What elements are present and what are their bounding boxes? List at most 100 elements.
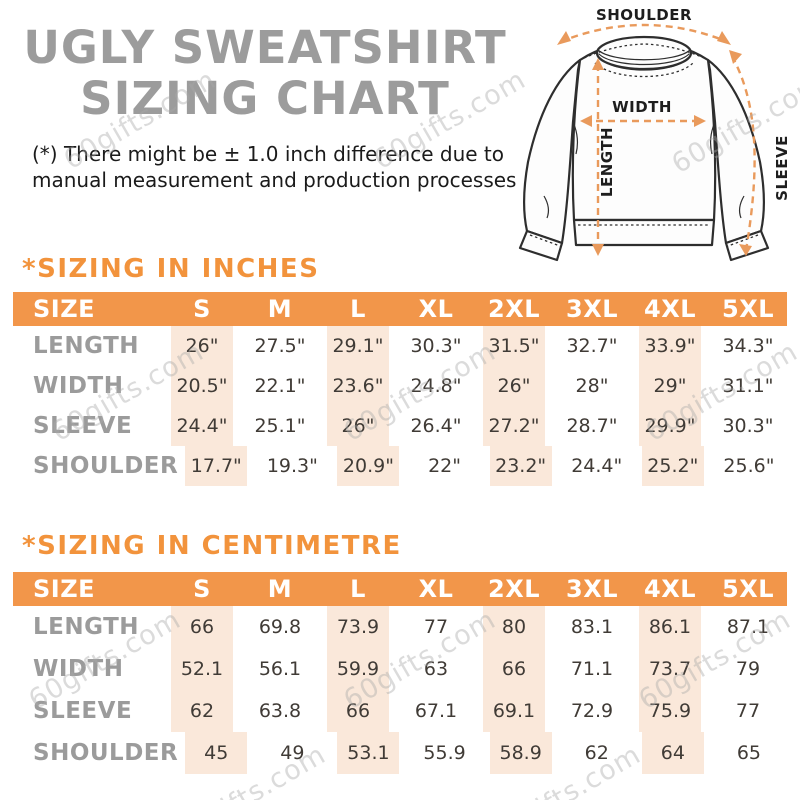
centimetre-section-heading: *SIZING IN CENTIMETRE xyxy=(22,531,402,561)
hem-band xyxy=(572,218,716,247)
row-label: WIDTH xyxy=(33,373,124,399)
value-cell: 67.1 xyxy=(414,700,458,722)
header-cell-m: M xyxy=(267,575,293,603)
value-cell: 20.9" xyxy=(330,446,407,486)
row-label: SLEEVE xyxy=(33,698,133,724)
value-cell: 26" xyxy=(163,326,241,366)
value-cell: 87.1 xyxy=(726,616,770,638)
disclaimer-line1: (*) There might be ± 1.0 inch difference… xyxy=(32,141,504,166)
disclaimer-line2: manual measurement and production proces… xyxy=(32,167,517,192)
centimetre-size-table: SIZE S M L XL 2XL 3XL 4XL 5XL LENGTH 66 69.8 73.9 77 8… xyxy=(13,572,787,774)
sleeve-label: SLEEVE xyxy=(773,135,791,201)
header-cell-size: SIZE xyxy=(33,295,96,323)
inches-size-table: SIZE S M L XL 2XL 3XL 4XL 5XL LENGTH 26" 27.5" 29.1"… xyxy=(13,292,787,486)
value-cell: 80 xyxy=(475,606,553,648)
value-cell: 29.9" xyxy=(631,406,709,446)
inches-section-heading: *SIZING IN INCHES xyxy=(22,254,320,284)
length-label: LENGTH xyxy=(598,127,616,197)
header-cell-4xl: 4XL xyxy=(644,575,696,603)
value-cell: 73.7 xyxy=(631,648,709,690)
table-row: SHOULDER 45 49 53.1 55.9 58.9 62 64 65 xyxy=(13,732,787,774)
value-cell: 26" xyxy=(319,406,397,446)
header-cell-5xl: 5XL xyxy=(722,575,774,603)
header-cell-xl: XL xyxy=(418,295,454,323)
header-cell-5xl: 5XL xyxy=(722,295,774,323)
value-cell: 72.9 xyxy=(570,700,614,722)
header-cell-2xl: 2XL xyxy=(488,295,540,323)
value-cell: 23.2" xyxy=(482,446,559,486)
value-cell: 49 xyxy=(280,742,305,764)
hero-text-block: UGLY SWEATSHIRT SIZING CHART (*) There mi… xyxy=(10,22,520,193)
disclaimer-text: (*) There might be ± 1.0 inch difference… xyxy=(32,141,520,193)
value-cell: 59.9 xyxy=(319,648,397,690)
value-cell: 69.1 xyxy=(475,690,553,732)
value-cell: 66 xyxy=(163,606,241,648)
table-row: WIDTH 52.1 56.1 59.9 63 66 71.1 73.7 79 xyxy=(13,648,787,690)
value-cell: 17.7" xyxy=(178,446,255,486)
value-cell: 75.9 xyxy=(631,690,709,732)
shoulder-label: SHOULDER xyxy=(596,6,692,24)
value-cell: 27.5" xyxy=(254,335,306,357)
value-cell: 28.7" xyxy=(566,415,618,437)
value-cell: 32.7" xyxy=(566,335,618,357)
table-header-row: SIZE S M L XL 2XL 3XL 4XL 5XL xyxy=(13,292,787,326)
value-cell: 28" xyxy=(575,375,609,397)
header-cell-size: SIZE xyxy=(33,575,96,603)
left-sleeve xyxy=(523,58,582,245)
value-cell: 25.6" xyxy=(723,455,775,477)
value-cell: 69.8 xyxy=(258,616,302,638)
value-cell: 79 xyxy=(735,658,761,680)
value-cell: 71.1 xyxy=(570,658,614,680)
value-cell: 30.3" xyxy=(722,415,774,437)
value-cell: 25.2" xyxy=(634,446,711,486)
value-cell: 62 xyxy=(584,742,609,764)
row-label: WIDTH xyxy=(33,656,124,682)
table-header-row: SIZE S M L XL 2XL 3XL 4XL 5XL xyxy=(13,572,787,606)
value-cell: 25.1" xyxy=(254,415,306,437)
width-label: WIDTH xyxy=(612,98,672,116)
header-cell-m: M xyxy=(267,295,293,323)
sweatshirt-illustration-icon: SHOULDER WIDTH LENGTH SLEEVE xyxy=(518,6,791,262)
left-cuff xyxy=(518,229,564,262)
value-cell: 77 xyxy=(735,700,761,722)
value-cell: 53.1 xyxy=(330,732,407,774)
value-cell: 55.9 xyxy=(423,742,466,764)
header-cell-4xl: 4XL xyxy=(644,295,696,323)
value-cell: 27.2" xyxy=(475,406,553,446)
shoulder-arrow xyxy=(559,23,729,44)
value-cell: 24.4" xyxy=(571,455,623,477)
table-row: LENGTH 66 69.8 73.9 77 80 83.1 86.1 87.1 xyxy=(13,606,787,648)
value-cell: 83.1 xyxy=(570,616,614,638)
collar xyxy=(595,35,693,71)
value-cell: 62 xyxy=(163,690,241,732)
header-cell-3xl: 3XL xyxy=(566,575,618,603)
value-cell: 58.9 xyxy=(482,732,559,774)
value-cell: 20.5" xyxy=(163,366,241,406)
value-cell: 33.9" xyxy=(631,326,709,366)
value-cell: 45 xyxy=(178,732,255,774)
value-cell: 23.6" xyxy=(319,366,397,406)
value-cell: 52.1 xyxy=(163,648,241,690)
row-label: SHOULDER xyxy=(33,740,179,766)
header-cell-3xl: 3XL xyxy=(566,295,618,323)
header-cell-s: S xyxy=(193,295,211,323)
row-label: LENGTH xyxy=(33,333,140,359)
page-title-line1: UGLY SWEATSHIRT xyxy=(23,21,507,74)
header-cell-l: L xyxy=(350,575,366,603)
row-label: SLEEVE xyxy=(33,413,133,439)
value-cell: 31.5" xyxy=(475,326,553,366)
header-cell-2xl: 2XL xyxy=(488,575,540,603)
table-row: LENGTH 26" 27.5" 29.1" 30.3" 31.5" 32.7" 33.9" 3… xyxy=(13,326,787,366)
value-cell: 30.3" xyxy=(410,335,462,357)
value-cell: 29" xyxy=(631,366,709,406)
header-cell-l: L xyxy=(350,295,366,323)
value-cell: 77 xyxy=(423,616,449,638)
value-cell: 29.1" xyxy=(319,326,397,366)
value-cell: 66 xyxy=(475,648,553,690)
row-label: SHOULDER xyxy=(33,453,179,479)
table-row: SLEEVE 62 63.8 66 67.1 69.1 72.9 75.9 77 xyxy=(13,690,787,732)
sleeve-arrow xyxy=(730,55,756,251)
row-label: LENGTH xyxy=(33,614,140,640)
header-cell-s: S xyxy=(193,575,211,603)
